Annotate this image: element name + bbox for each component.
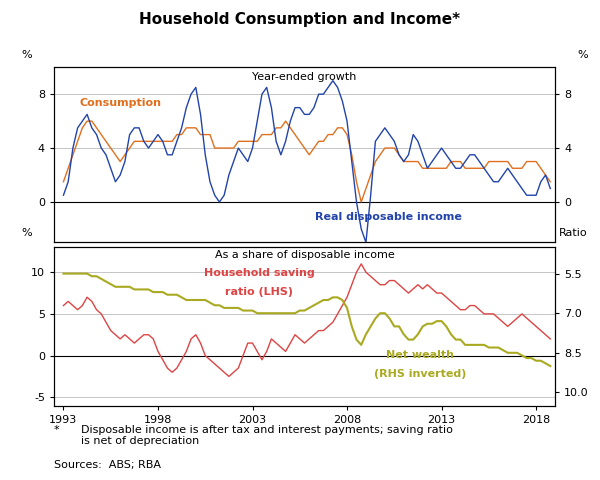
Text: (RHS inverted): (RHS inverted) bbox=[374, 369, 466, 379]
Text: Real disposable income: Real disposable income bbox=[314, 212, 461, 222]
Text: Year-ended growth: Year-ended growth bbox=[253, 72, 356, 83]
Text: Household Consumption and Income*: Household Consumption and Income* bbox=[139, 12, 461, 27]
Text: %: % bbox=[577, 50, 587, 60]
Text: Ratio: Ratio bbox=[559, 228, 587, 238]
Text: Household saving: Household saving bbox=[204, 268, 315, 278]
Text: Disposable income is after tax and interest payments; saving ratio
is net of dep: Disposable income is after tax and inter… bbox=[81, 425, 453, 446]
Text: Consumption: Consumption bbox=[79, 98, 161, 108]
Text: *: * bbox=[54, 425, 59, 435]
Text: %: % bbox=[22, 228, 32, 238]
Text: As a share of disposable income: As a share of disposable income bbox=[215, 251, 394, 260]
Text: Net wealth: Net wealth bbox=[386, 350, 454, 360]
Text: %: % bbox=[22, 50, 32, 60]
Text: Sources:  ABS; RBA: Sources: ABS; RBA bbox=[54, 460, 161, 470]
Text: ratio (LHS): ratio (LHS) bbox=[226, 287, 293, 297]
